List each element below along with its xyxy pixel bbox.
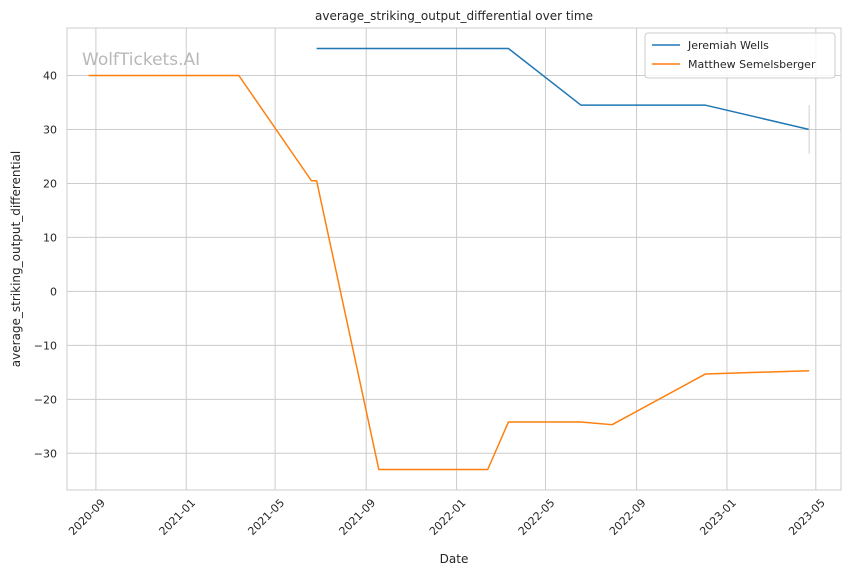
legend: Jeremiah Wells Matthew Semelsberger [644,32,836,79]
legend-label: Jeremiah Wells [687,39,769,52]
y-axis-title: average_striking_output_differential [9,151,23,367]
y-tick-label: 0 [50,285,57,298]
watermark: WolfTickets.AI [82,50,200,70]
y-axis-ticks: −30 −20 −10 0 10 20 30 40 [34,69,57,460]
legend-label: Matthew Semelsberger [688,58,816,71]
series-layer [88,47,810,471]
y-tick-label: −20 [34,393,57,406]
legend-box [644,32,836,79]
y-tick-label: 40 [43,69,57,82]
y-tick-label: −10 [34,339,57,352]
plot-frame [66,27,842,491]
y-tick-label: 10 [43,231,57,244]
grid [67,28,841,490]
y-tick-label: 20 [43,177,57,190]
y-tick-label: −30 [34,447,57,460]
x-axis-title: Date [440,552,469,566]
chart-title: average_striking_output_differential ove… [315,9,593,23]
y-tick-label: 30 [43,123,57,136]
